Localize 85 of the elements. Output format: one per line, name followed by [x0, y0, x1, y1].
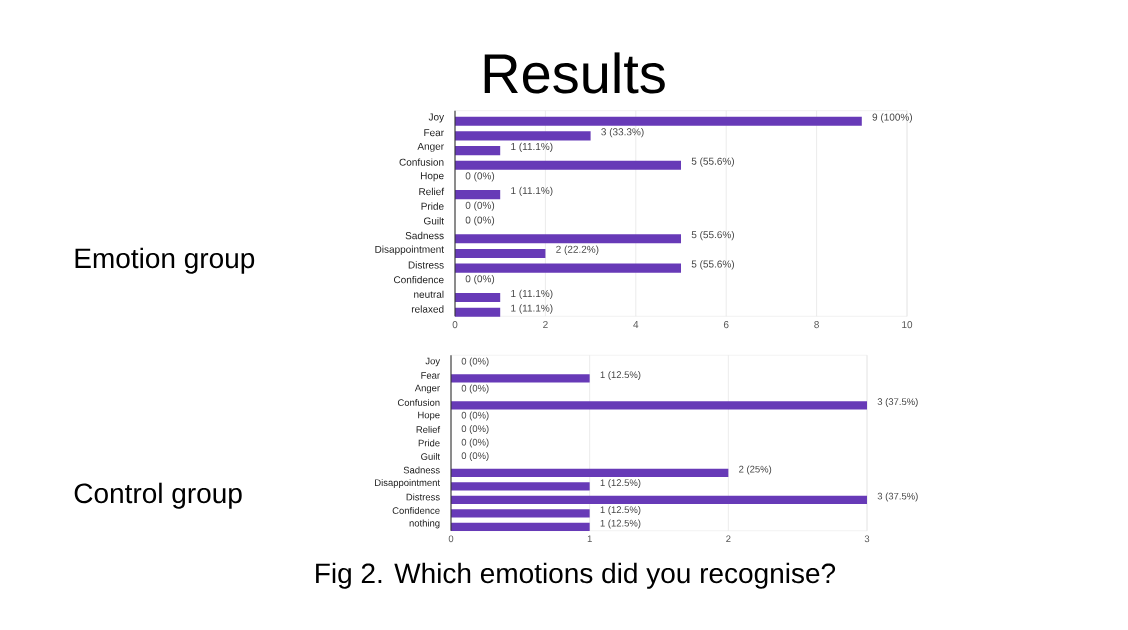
y-tick-label: neutral	[414, 290, 444, 298]
data-label: 0 (0%)	[465, 216, 495, 226]
y-tick-label: Relief	[419, 187, 445, 196]
data-label: 0 (0%)	[461, 425, 489, 434]
data-label: 5 (55.6%)	[691, 230, 734, 241]
y-tick-label: Sadness	[405, 231, 444, 240]
y-tick-label: Guilt	[424, 217, 444, 225]
y-tick-label: Anger	[414, 384, 440, 394]
bar	[455, 190, 501, 200]
bar	[451, 509, 590, 518]
y-tick-label: Hope	[420, 172, 444, 182]
bar	[451, 374, 590, 383]
y-tick-label: Hope	[418, 411, 440, 421]
data-label: 3 (37.5%)	[877, 398, 918, 407]
chart-title: Results	[484, 52, 665, 94]
bar	[455, 263, 682, 273]
bar	[455, 116, 862, 126]
y-tick-label: Fear	[421, 372, 440, 379]
data-label: 1 (11.1%)	[511, 186, 553, 197]
bar	[455, 234, 682, 244]
bar	[451, 401, 868, 410]
data-label: 0 (0%)	[461, 411, 489, 421]
y-tick-label: Distress	[408, 261, 444, 269]
y-tick-label: Confidence	[393, 275, 444, 284]
bar	[455, 131, 591, 141]
y-tick-label: Distress	[406, 493, 440, 501]
data-label: 1 (12.5%)	[600, 519, 641, 529]
y-tick-label: Joy	[428, 113, 445, 123]
data-label: 9 (100%)	[872, 113, 913, 123]
x-tick-label: 0	[448, 535, 454, 543]
data-label: 1 (12.5%)	[600, 371, 641, 380]
bar	[455, 292, 501, 303]
x-tick-label: 8	[814, 321, 819, 329]
data-label: 2 (22.2%)	[556, 245, 599, 255]
x-tick-label: 2	[726, 535, 731, 543]
y-tick-label: Pride	[421, 202, 444, 210]
y-axis-title: Emotion group	[75, 247, 255, 274]
bar	[451, 468, 729, 478]
y-tick-label: Joy	[425, 357, 441, 367]
y-tick-label: Guilt	[421, 453, 441, 460]
y-tick-label: Confusion	[397, 399, 440, 406]
bar	[451, 482, 590, 491]
x-tick-label: 3	[864, 535, 870, 543]
bar	[455, 146, 501, 156]
y-tick-label: nothing	[409, 519, 440, 529]
x-tick-label: 1	[587, 535, 592, 542]
data-label: 0 (0%)	[465, 201, 495, 211]
y-tick-label: Anger	[417, 142, 444, 152]
data-label: 0 (0%)	[465, 172, 495, 182]
y-tick-label: Pride	[418, 439, 440, 447]
caption: Fig 2. Which emotions did you recognise?	[316, 562, 836, 589]
data-label: 3 (37.5%)	[877, 492, 918, 502]
x-tick-label: 4	[633, 321, 639, 328]
y-tick-label: relaxed	[411, 305, 444, 313]
data-label: 0 (0%)	[461, 384, 489, 394]
bar	[455, 307, 501, 317]
data-label: 1 (12.5%)	[600, 506, 641, 515]
data-label: 5 (55.6%)	[691, 260, 734, 270]
y-tick-label: Sadness	[403, 466, 440, 474]
y-tick-label: Confusion	[399, 158, 444, 166]
data-label: 0 (0%)	[461, 452, 489, 461]
data-label: 3 (33.3%)	[601, 128, 644, 138]
data-label: 1 (11.1%)	[511, 289, 553, 299]
y-tick-label: Confidence	[392, 507, 440, 514]
data-label: 2 (25%)	[739, 465, 772, 475]
x-tick-label: 10	[902, 321, 913, 329]
y-tick-label: Relief	[416, 426, 441, 433]
data-label: 1 (11.1%)	[511, 142, 553, 153]
data-label: 5 (55.6%)	[691, 157, 734, 167]
x-tick-label: 0	[452, 321, 458, 329]
data-label: 0 (0%)	[461, 438, 489, 448]
x-tick-label: 2	[543, 321, 548, 329]
data-label: 1 (12.5%)	[600, 479, 641, 488]
x-tick-label: 6	[723, 321, 729, 329]
bar	[451, 522, 590, 532]
bar	[455, 248, 546, 258]
data-label: 0 (0%)	[465, 274, 495, 285]
y-tick-label: Fear	[424, 129, 444, 137]
data-label: 0 (0%)	[461, 357, 489, 367]
y-tick-label: Disappointment	[375, 245, 444, 255]
y-tick-label: Disappointment	[375, 479, 440, 488]
bar	[451, 495, 868, 505]
y-axis-title: Control group	[74, 482, 242, 509]
data-label: 1 (11.1%)	[511, 304, 553, 314]
bar	[455, 160, 682, 170]
